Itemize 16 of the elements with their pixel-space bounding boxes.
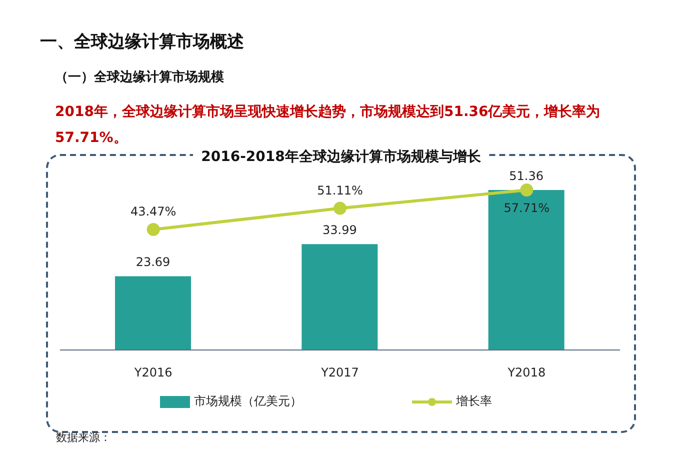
x-tick-label: Y2017	[320, 366, 359, 380]
legend-label: 增长率	[456, 393, 492, 410]
text: 一、全球边缘计算市场概述	[40, 31, 244, 53]
chart-title: 2016-2018年全球边缘计算市场规模与增长	[193, 149, 489, 165]
x-tick-label: Y2018	[506, 366, 546, 380]
data-label: 43.47%	[130, 204, 176, 218]
data-label: 51.11%	[317, 183, 363, 198]
data-label: 57.71%	[504, 201, 550, 215]
text: （一）全球边缘计算市场规模	[55, 68, 224, 86]
legend-label: 市场规模（亿美元）	[194, 393, 302, 410]
data-label: 51.36	[509, 169, 544, 183]
x-tick-label: Y2016	[133, 366, 172, 380]
source-note: 数据来源：	[56, 430, 111, 445]
data-label: 23.69	[136, 255, 170, 270]
data-label: 33.99	[322, 223, 357, 238]
text: 2018年，全球边缘计算市场呈现快速增长趋势，市场规模达到51.36亿美元，增长率为57.71%。	[55, 104, 600, 146]
